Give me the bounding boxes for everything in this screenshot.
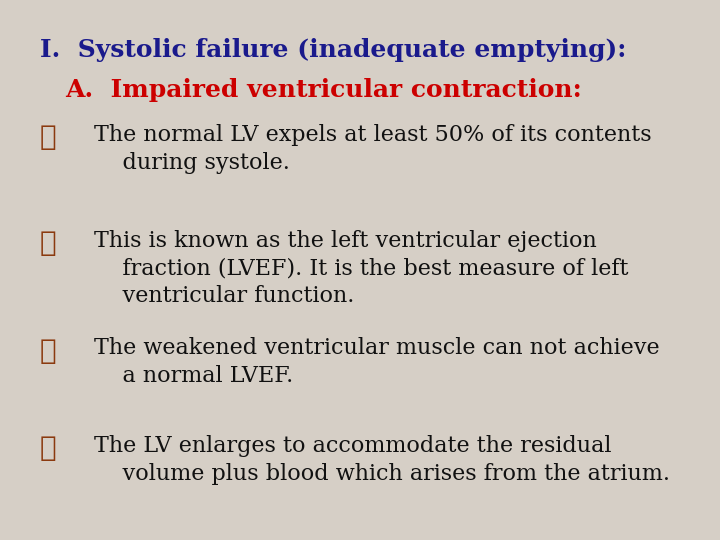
Text: ♾: ♾ bbox=[40, 435, 56, 462]
Text: I.  Systolic failure (inadequate emptying):: I. Systolic failure (inadequate emptying… bbox=[40, 38, 626, 62]
Text: ♾: ♾ bbox=[40, 338, 56, 364]
Text: This is known as the left ventricular ejection
    fraction (LVEF). It is the be: This is known as the left ventricular ej… bbox=[94, 230, 628, 307]
Text: The LV enlarges to accommodate the residual
    volume plus blood which arises f: The LV enlarges to accommodate the resid… bbox=[94, 435, 670, 485]
Text: ♾: ♾ bbox=[40, 230, 56, 256]
Text: A.  Impaired ventricular contraction:: A. Impaired ventricular contraction: bbox=[65, 78, 582, 102]
Text: The weakened ventricular muscle can not achieve
    a normal LVEF.: The weakened ventricular muscle can not … bbox=[94, 338, 660, 388]
Text: The normal LV expels at least 50% of its contents
    during systole.: The normal LV expels at least 50% of its… bbox=[94, 124, 651, 174]
Text: ♾: ♾ bbox=[40, 124, 56, 151]
